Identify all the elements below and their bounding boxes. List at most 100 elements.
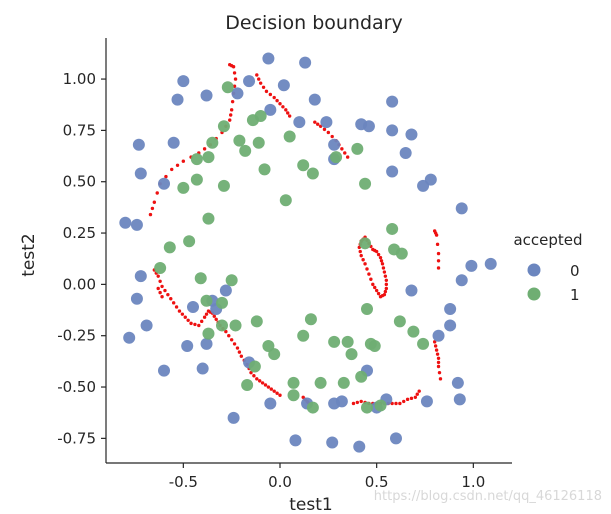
- point-class-1: [279, 194, 292, 207]
- boundary-dot: [435, 242, 440, 247]
- point-class-1: [386, 222, 399, 235]
- boundary-dot: [189, 321, 193, 326]
- boundary-dot: [266, 385, 271, 389]
- point-class-0: [123, 331, 136, 344]
- boundary-dot: [383, 289, 388, 294]
- boundary-dot: [378, 294, 383, 299]
- boundary-dot: [380, 262, 385, 266]
- point-class-1: [221, 81, 234, 94]
- point-class-0: [264, 397, 277, 410]
- point-class-1: [190, 153, 203, 166]
- point-class-1: [304, 313, 317, 326]
- point-class-1: [287, 389, 300, 402]
- boundary-dot: [384, 282, 389, 287]
- boundary-dot: [435, 352, 440, 356]
- boundary-dot: [155, 191, 159, 195]
- point-class-1: [306, 401, 319, 414]
- boundary-dot: [263, 383, 268, 387]
- boundary-dot: [272, 95, 276, 100]
- point-class-0: [432, 329, 445, 342]
- boundary-dot: [436, 360, 441, 365]
- boundary-dot: [180, 312, 185, 316]
- boundary-dot: [255, 73, 259, 77]
- boundary-dot: [230, 99, 235, 104]
- boundary-dot: [434, 233, 439, 237]
- boundary-dot: [371, 282, 375, 287]
- point-class-1: [395, 247, 408, 260]
- point-class-0: [326, 436, 339, 449]
- boundary-dot: [269, 387, 273, 391]
- y-tick-label: -0.25: [57, 327, 96, 345]
- point-class-0: [177, 75, 190, 88]
- point-class-0: [134, 270, 147, 283]
- boundary-dot: [264, 89, 269, 94]
- point-class-0: [484, 257, 497, 270]
- x-tick-label: 1.0: [461, 473, 485, 491]
- boundary-dot: [405, 397, 410, 402]
- boundary-dot: [374, 288, 379, 293]
- point-class-0: [386, 124, 399, 137]
- boundary-dot: [284, 108, 288, 112]
- boundary-dot: [202, 315, 207, 319]
- point-class-0: [264, 103, 277, 116]
- point-class-1: [246, 114, 259, 127]
- chart-title: Decision boundary: [225, 12, 402, 34]
- point-class-1: [359, 177, 372, 190]
- point-class-1: [287, 376, 300, 389]
- point-class-0: [420, 395, 433, 408]
- point-class-1: [183, 235, 196, 248]
- boundary-dot: [249, 370, 253, 375]
- point-class-1: [314, 376, 327, 389]
- point-class-0: [417, 179, 430, 192]
- point-class-0: [320, 116, 333, 129]
- boundary-dot: [413, 395, 418, 399]
- boundary-dot: [278, 102, 282, 106]
- boundary-dot: [340, 147, 344, 151]
- boundary-dot: [374, 249, 379, 254]
- boundary-dot: [152, 200, 157, 204]
- boundary-dot: [255, 377, 259, 381]
- point-class-0: [171, 93, 184, 106]
- boundary-dot: [228, 118, 232, 122]
- point-class-0: [299, 56, 312, 69]
- point-class-0: [328, 138, 341, 151]
- boundary-dot: [258, 81, 263, 85]
- boundary-dot: [229, 338, 234, 342]
- point-class-0: [158, 364, 170, 377]
- point-class-0: [386, 95, 399, 108]
- boundary-dot: [275, 391, 279, 395]
- point-class-1: [355, 370, 368, 383]
- point-class-0: [405, 284, 418, 297]
- boundary-dot: [164, 174, 168, 179]
- boundary-dot: [436, 356, 441, 360]
- point-class-1: [154, 261, 167, 274]
- point-class-1: [217, 179, 230, 192]
- point-class-1: [194, 272, 207, 285]
- boundary-dot: [365, 267, 369, 271]
- boundary-dot: [174, 305, 179, 309]
- legend-label-1: 1: [570, 286, 580, 304]
- boundary-dot: [260, 381, 265, 385]
- boundary-dot: [158, 290, 162, 295]
- point-class-1: [297, 329, 310, 342]
- boundary-dot: [257, 77, 261, 81]
- point-class-1: [202, 212, 215, 225]
- point-class-0: [362, 120, 375, 133]
- y-tick-label: -0.50: [57, 378, 96, 396]
- boundary-dot: [436, 251, 441, 256]
- boundary-dot: [237, 350, 242, 354]
- boundary-dot: [415, 392, 419, 396]
- axes: -0.5 0.0 0.5 1.0 -0.75 -0.50 -0.25 0.00 0.25 0.50…: [57, 38, 512, 491]
- boundary-dot: [373, 285, 377, 290]
- point-class-0: [405, 128, 418, 141]
- boundary-dot: [433, 344, 438, 348]
- boundary-dot: [351, 401, 356, 406]
- boundary-dot: [432, 340, 437, 344]
- boundary-dot: [383, 274, 388, 278]
- boundary-dot: [330, 134, 334, 139]
- boundary-dot: [193, 322, 197, 327]
- boundary-dot: [158, 279, 162, 283]
- point-class-0: [444, 319, 457, 332]
- legend: accepted 0 1: [513, 231, 582, 304]
